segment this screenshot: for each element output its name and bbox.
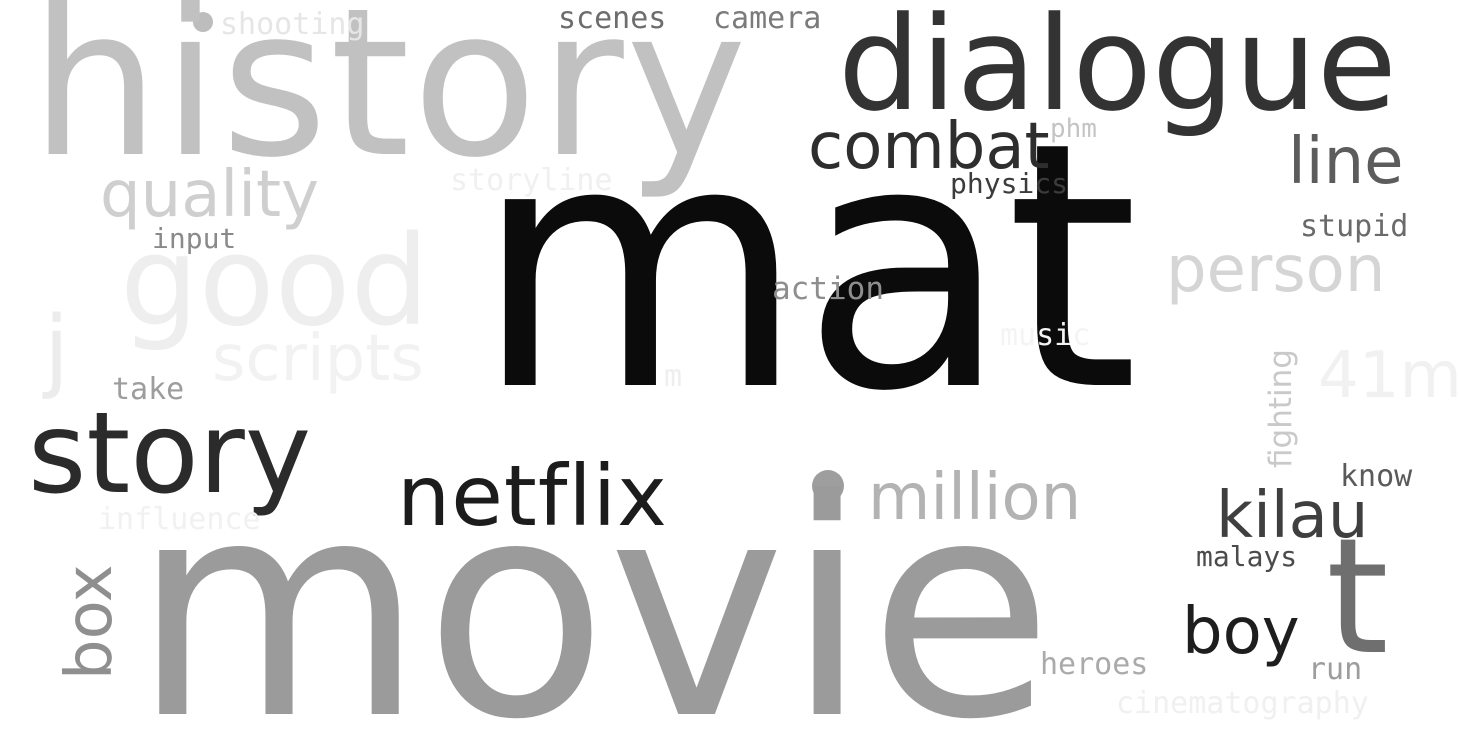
word-dialogue: dialogue <box>838 0 1397 140</box>
dot-mark-2 <box>812 470 844 502</box>
word-heroes: heroes <box>1040 647 1149 682</box>
word-m: m <box>664 359 683 394</box>
word-run: run <box>1308 652 1363 687</box>
word-combat: combat <box>808 110 1050 184</box>
word-good: good <box>120 210 430 354</box>
word-box: box <box>53 564 127 680</box>
word-kilau: kilau <box>1216 479 1369 553</box>
word-fighting: fighting <box>1263 349 1299 468</box>
word-cinematography: cinematography <box>1116 686 1369 721</box>
word-phm: phm <box>1050 114 1097 144</box>
word-camera: camera <box>713 1 822 36</box>
word-influence: influence <box>98 502 261 537</box>
word-boy: boy <box>1182 595 1300 669</box>
word-scripts: scripts <box>212 322 424 396</box>
word-physics: physics <box>950 167 1069 200</box>
word-malays: malays <box>1196 540 1298 573</box>
word-know: know <box>1340 459 1413 494</box>
word-line: line <box>1288 125 1404 199</box>
word-scenes: scenes <box>558 1 667 36</box>
word-take: take <box>112 372 185 407</box>
word-mat: mat <box>474 70 1139 466</box>
word-music: music <box>1000 318 1091 353</box>
word-million: million <box>868 461 1082 535</box>
dot-mark-1 <box>193 12 213 32</box>
word-stupid: stupid <box>1300 209 1409 244</box>
word-story: story <box>28 389 312 519</box>
word-41m: 41m <box>1318 339 1460 413</box>
word-movie: movie <box>132 436 1054 739</box>
word-person: person <box>1166 233 1386 307</box>
word-input: input <box>152 222 237 255</box>
word-quality: quality <box>100 158 319 232</box>
word-action: action <box>772 271 884 307</box>
word-netflix: netflix <box>397 447 668 545</box>
word-shooting: shooting <box>220 7 365 42</box>
word-storyline: storyline <box>450 163 613 198</box>
word-history: history <box>30 0 750 203</box>
word-t: t <box>1326 503 1389 690</box>
word-j: j <box>44 297 70 402</box>
